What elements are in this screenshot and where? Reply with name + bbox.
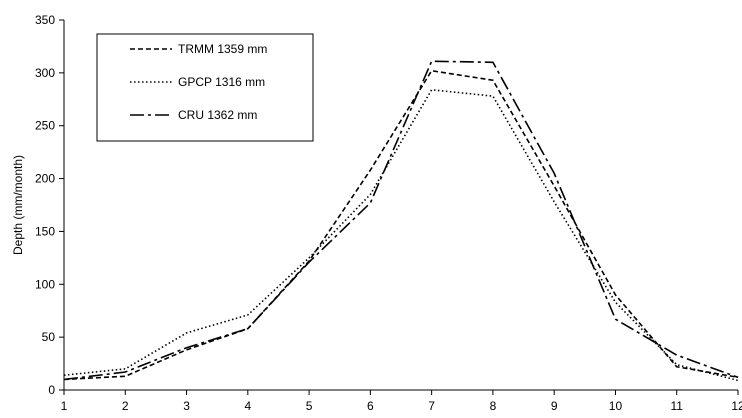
x-tick-label: 1: [61, 399, 68, 413]
x-ticks: 1 2 3 4 5 6 7 8 9 10 11 12: [61, 390, 742, 413]
y-tick-label: 350: [35, 13, 55, 27]
legend-box: [96, 33, 314, 142]
y-ticks: 0 50 100 150 200 250 300 350: [35, 13, 64, 397]
x-tick-label: 5: [306, 399, 313, 413]
y-tick-label: 250: [35, 119, 55, 133]
series-line-1: [63, 88, 739, 382]
legend-label: CRU 1362 mm: [178, 108, 257, 122]
y-tick-label: 150: [35, 224, 55, 238]
y-tick-label: 100: [35, 277, 55, 291]
x-tick-label: 9: [551, 399, 558, 413]
x-tick-label: 11: [670, 399, 683, 413]
series-line-2: [63, 60, 739, 381]
y-tick-label: 0: [48, 383, 55, 397]
x-tick-label: 12: [731, 399, 742, 413]
legend-items: TRMM 1359 mm GPCP 1316 mm CRU 1362 mm: [130, 42, 267, 122]
legend: TRMM 1359 mm GPCP 1316 mm CRU 1362 mm: [96, 33, 314, 142]
legend-label: GPCP 1316 mm: [178, 75, 265, 89]
x-tick-label: 3: [183, 399, 190, 413]
series-line-0: [63, 69, 739, 381]
y-tick-label: 300: [35, 66, 55, 80]
x-tick-label: 4: [244, 399, 251, 413]
legend-label: TRMM 1359 mm: [178, 42, 267, 56]
series-lines: [63, 60, 739, 382]
y-tick-label: 50: [42, 330, 56, 344]
x-tick-label: 6: [367, 399, 374, 413]
axes: [63, 20, 738, 391]
y-axis-title: Depth (mm/month): [11, 155, 25, 255]
x-tick-label: 2: [122, 399, 129, 413]
x-tick-label: 10: [609, 399, 623, 413]
y-tick-label: 200: [35, 172, 55, 186]
x-tick-label: 7: [428, 399, 435, 413]
x-tick-label: 8: [490, 399, 497, 413]
